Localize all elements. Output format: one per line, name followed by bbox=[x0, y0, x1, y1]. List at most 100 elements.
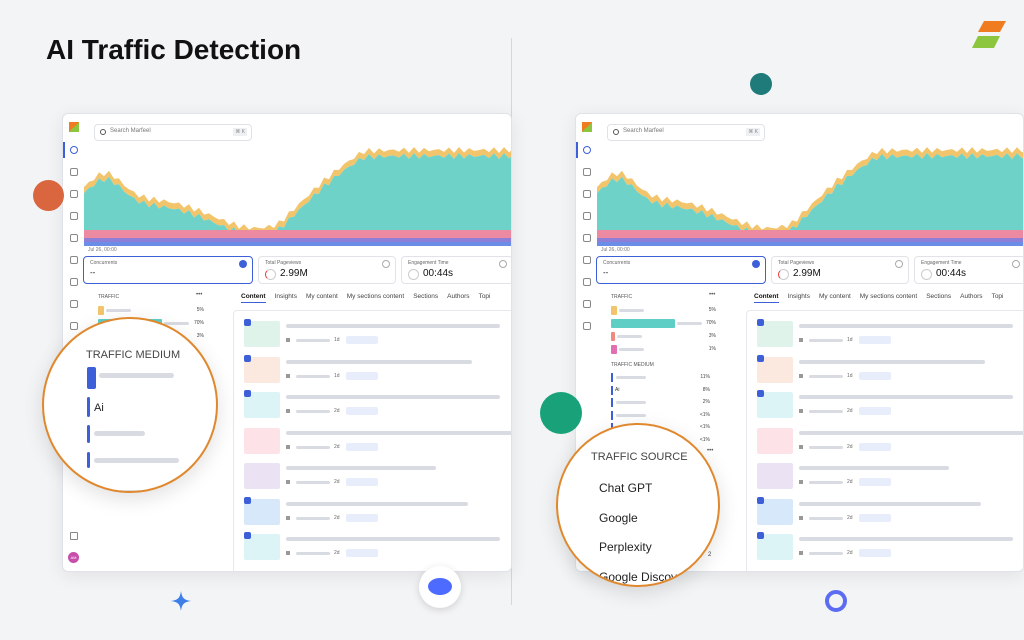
perplexity-icon bbox=[750, 73, 772, 95]
chart-date: Jul 26, 00:00 bbox=[88, 247, 117, 253]
medium-bar bbox=[611, 385, 613, 395]
metric-card: Total Pageviews 2.99M bbox=[771, 256, 909, 284]
sidebar-icon bbox=[583, 168, 591, 176]
headline bbox=[286, 537, 500, 541]
metric-card: Concurrents -- bbox=[83, 256, 253, 284]
magnifier-title: TRAFFIC MEDIUM bbox=[86, 349, 181, 361]
sidebar-icon bbox=[583, 146, 591, 154]
magnifier: TRAFFIC MEDIUM Ai bbox=[42, 317, 218, 493]
metric-value: -- bbox=[603, 268, 609, 277]
gemini-icon bbox=[171, 591, 191, 611]
traffic-chart bbox=[84, 147, 511, 246]
metric-label: Total Pageviews bbox=[778, 260, 815, 266]
medium-track bbox=[616, 413, 646, 417]
tab: Insights bbox=[787, 293, 810, 300]
section-pill bbox=[859, 478, 891, 486]
traffic-bar bbox=[611, 319, 675, 328]
metric-label: Concurrents bbox=[603, 260, 631, 266]
search-box: Search Marfeel ⌘ K bbox=[607, 124, 765, 141]
lock bbox=[286, 551, 290, 555]
author bbox=[296, 481, 330, 484]
magnifier-track bbox=[94, 458, 179, 463]
search-shortcut: ⌘ K bbox=[746, 128, 760, 136]
thumbnail bbox=[757, 463, 793, 489]
magnifier-track bbox=[94, 431, 145, 436]
headline bbox=[799, 430, 1023, 435]
metric-check bbox=[239, 260, 247, 268]
search-shortcut: ⌘ K bbox=[233, 128, 247, 136]
magnifier-bar bbox=[87, 397, 90, 417]
medium-count: 2 bbox=[708, 552, 712, 558]
search-placeholder: Search Marfeel bbox=[110, 128, 151, 134]
sidebar-icon bbox=[583, 212, 591, 220]
traffic-value: 70% bbox=[705, 320, 716, 326]
traffic-title: TRAFFIC bbox=[611, 294, 633, 300]
traffic-bar-track bbox=[677, 322, 702, 325]
chatgpt-icon bbox=[540, 392, 582, 434]
medium-track bbox=[616, 376, 646, 379]
section-pill bbox=[346, 442, 378, 451]
traffic-bar bbox=[611, 345, 617, 354]
traffic-value: 3% bbox=[708, 333, 716, 339]
author bbox=[296, 374, 330, 378]
search-placeholder: Search Marfeel bbox=[623, 128, 664, 134]
age: 1d bbox=[334, 337, 340, 343]
traffic-more: ••• bbox=[196, 292, 203, 298]
source-item: Google Discov bbox=[599, 569, 678, 584]
source-item: Chat GPT bbox=[599, 481, 653, 495]
sidebar-icon bbox=[70, 322, 78, 330]
metric-ring bbox=[921, 269, 932, 280]
chart-area bbox=[84, 230, 511, 238]
source-item: Google bbox=[599, 510, 638, 525]
lock bbox=[286, 444, 290, 449]
magnifier-track bbox=[99, 373, 174, 378]
traffic-chart bbox=[597, 147, 1023, 246]
claude-icon bbox=[33, 180, 64, 211]
chart-area bbox=[84, 242, 511, 246]
lock bbox=[799, 515, 803, 520]
author bbox=[809, 339, 843, 342]
section-pill bbox=[346, 513, 378, 522]
metric-card: Engagement Time 00:44s bbox=[914, 256, 1023, 284]
author bbox=[809, 445, 843, 449]
badge bbox=[757, 496, 764, 504]
magnifier-title: TRAFFIC SOURCE bbox=[591, 451, 688, 463]
lock bbox=[286, 409, 290, 413]
tab: My content bbox=[305, 293, 338, 300]
sidebar-icon bbox=[70, 532, 78, 540]
sidebar-icon bbox=[70, 146, 78, 154]
section-pill bbox=[859, 336, 891, 344]
headline bbox=[286, 359, 472, 364]
chart-date: Jul 26, 00:00 bbox=[601, 247, 630, 253]
search-box: Search Marfeel ⌘ K bbox=[94, 124, 252, 141]
lock bbox=[799, 480, 803, 484]
section-pill bbox=[346, 549, 378, 557]
headline bbox=[799, 324, 1013, 328]
age: 2d bbox=[334, 514, 340, 521]
medium-value: <1% bbox=[699, 424, 710, 431]
traffic-bar bbox=[98, 306, 104, 315]
tab: Sections bbox=[413, 293, 439, 300]
medium-value: <1% bbox=[699, 411, 710, 418]
age: 1d bbox=[847, 337, 853, 343]
badge bbox=[757, 532, 764, 539]
section-pill bbox=[346, 407, 378, 415]
magnifier-bar bbox=[87, 425, 90, 443]
medium-value: 2% bbox=[702, 399, 710, 406]
medium-label: Ai bbox=[615, 386, 620, 393]
author bbox=[296, 552, 330, 555]
author bbox=[809, 516, 843, 520]
section-pill bbox=[859, 371, 891, 380]
age: 2d bbox=[847, 408, 853, 414]
age: 2d bbox=[847, 514, 853, 521]
tab: My sections content bbox=[859, 293, 918, 300]
metric-ring bbox=[778, 269, 789, 280]
metric-label: Engagement Time bbox=[408, 260, 449, 266]
metric-card: Engagement Time 00:44s bbox=[401, 256, 511, 284]
headline bbox=[799, 359, 985, 364]
chart-area bbox=[597, 153, 1023, 236]
tab-active: Content bbox=[754, 293, 779, 303]
chart-area bbox=[597, 242, 1023, 246]
sidebar-active bbox=[63, 142, 65, 158]
age: 2d bbox=[847, 479, 853, 485]
